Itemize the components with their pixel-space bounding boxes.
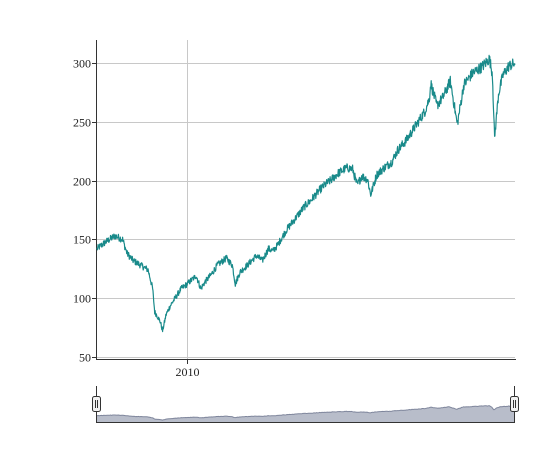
- axis-layer: [96, 40, 516, 360]
- right-handle-grip-icon[interactable]: [510, 396, 519, 412]
- y-tick-labels: 50 100 150 200 250 300: [73, 57, 91, 365]
- navigator-left-handle[interactable]: [92, 396, 101, 412]
- price-series-line: [96, 54, 516, 333]
- y-tick-label: 150: [73, 233, 91, 247]
- y-tick-label: 300: [73, 57, 91, 71]
- y-tick-label: 200: [73, 175, 91, 189]
- x-tick-label: 2010: [176, 365, 200, 379]
- y-tick-label: 100: [73, 292, 91, 306]
- y-tick-label: 50: [79, 351, 91, 365]
- range-navigator[interactable]: [92, 386, 519, 423]
- left-handle-grip-icon[interactable]: [92, 396, 101, 412]
- plot-area: [96, 54, 516, 333]
- grid-layer: [92, 40, 515, 364]
- navigator-right-handle[interactable]: [510, 396, 519, 412]
- y-tick-label: 250: [73, 116, 91, 130]
- navigator-series-line: [96, 405, 514, 421]
- x-tick-labels: 2010: [176, 365, 200, 379]
